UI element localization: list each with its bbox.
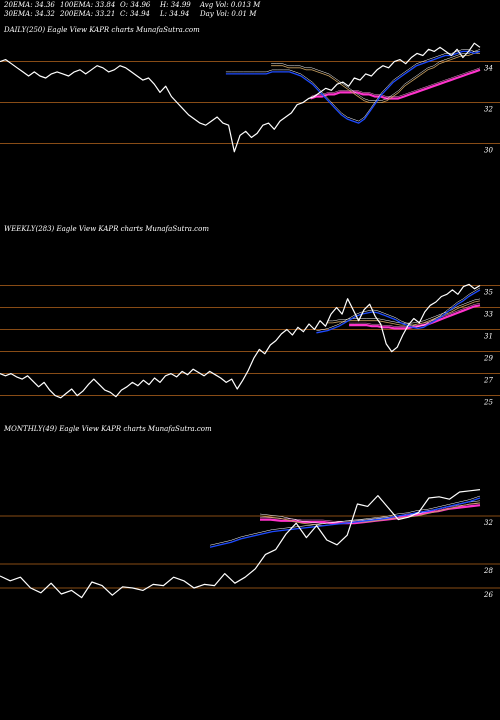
- y-tick-label: 33: [484, 311, 493, 319]
- stat-low: L: 34.94: [160, 10, 190, 18]
- ema-mid-line: [259, 502, 481, 526]
- ema-long-line: [310, 68, 481, 100]
- stat-high: H: 34.99: [160, 1, 191, 9]
- monthly-chart-label: MONTHLY(49) Eagle View KAPR charts Munaf…: [4, 425, 212, 433]
- price-line: [0, 489, 481, 599]
- y-tick-label: 27: [483, 377, 493, 385]
- y-tick-label: 32: [484, 519, 493, 527]
- ema-companion-line: [316, 287, 481, 332]
- ema-companion-line: [271, 51, 480, 101]
- y-tick-label: 25: [483, 399, 493, 407]
- stat-ema200: 200EMA: 33.21: [60, 10, 116, 18]
- y-tick-label: 29: [483, 355, 493, 363]
- stat-day-vol: Day Vol: 0.01 M: [200, 10, 257, 18]
- ema-long-line: [349, 304, 481, 330]
- stat-ema20: 20EMA: 34.36: [4, 1, 55, 9]
- ema-short-line: [209, 497, 481, 548]
- ema-short-line: [316, 289, 481, 334]
- ema-mid-line: [327, 300, 481, 326]
- price-line: [0, 283, 481, 399]
- y-tick-label: 34: [484, 65, 493, 73]
- stat-avg-vol: Avg Vol: 0.013 M: [200, 1, 261, 9]
- ema-companion-line: [310, 67, 481, 97]
- y-tick-label: 28: [483, 567, 493, 575]
- y-tick-label: 26: [483, 591, 493, 599]
- y-tick-label: 30: [484, 147, 493, 155]
- ema-short-line: [225, 50, 481, 124]
- stat-open: O: 34.96: [120, 1, 151, 9]
- stat-close: C: 34.94: [120, 10, 150, 18]
- daily-chart-label: DAILY(250) Eagle View KAPR charts Munafa…: [4, 26, 200, 34]
- y-tick-label: 35: [484, 289, 493, 297]
- weekly-chart-label: WEEKLY(283) Eagle View KAPR charts Munaf…: [4, 225, 209, 233]
- price-line: [0, 42, 481, 153]
- y-tick-label: 31: [484, 333, 493, 341]
- ema-companion-line: [225, 49, 481, 122]
- stat-ema30: 30EMA: 34.32: [4, 10, 55, 18]
- ema-companion-line: [209, 495, 481, 546]
- y-tick-label: 32: [484, 106, 493, 114]
- stat-ema100: 100EMA: 33.84: [60, 1, 116, 9]
